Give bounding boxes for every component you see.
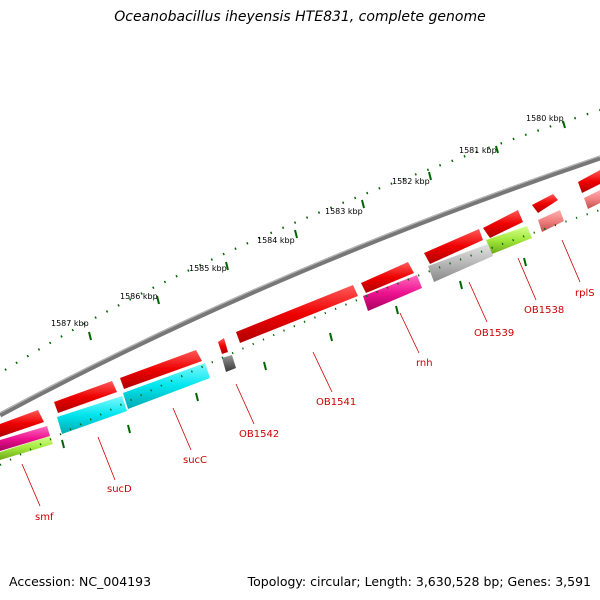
gene-arrow	[483, 210, 523, 238]
cds-block	[584, 190, 600, 209]
gene-arrow	[218, 338, 228, 354]
cds-block	[363, 275, 422, 311]
gene-arrow	[54, 381, 117, 413]
kbp-label: 1586 kbp	[120, 292, 158, 301]
cds-block	[222, 355, 236, 372]
label-leaders	[21, 239, 581, 507]
forward-gene-track	[0, 170, 600, 437]
kbp-label: 1581 kbp	[459, 146, 497, 155]
gene-arrow	[361, 262, 414, 293]
gene-label-OB1538: OB1538	[524, 305, 564, 316]
gene-label-rplS: rplS	[575, 288, 595, 299]
gene-label-smf: smf	[35, 512, 54, 523]
cds-block	[428, 244, 493, 282]
gene-label-OB1541: OB1541	[316, 397, 356, 408]
cds-block	[57, 396, 127, 434]
genome-backbone	[0, 155, 600, 418]
kbp-label: 1580 kbp	[526, 114, 564, 123]
cds-block	[0, 426, 50, 451]
gene-label-sucD: sucD	[107, 484, 132, 495]
gene-label-sucC: sucC	[183, 455, 207, 466]
gene-label-OB1542: OB1542	[239, 429, 279, 440]
cds-block	[538, 210, 564, 232]
kbp-label: 1585 kbp	[189, 264, 227, 273]
gene-arrow	[532, 194, 558, 213]
kbp-label: 1584 kbp	[257, 236, 295, 245]
cds-block	[486, 226, 532, 254]
kbp-label: 1582 kbp	[392, 177, 430, 186]
cds-track	[0, 190, 600, 460]
gene-arrow	[120, 350, 202, 389]
gene-label-OB1539: OB1539	[474, 328, 514, 339]
cds-block	[123, 363, 210, 409]
map-title: Oceanobacillus iheyensis HTE831, complet…	[114, 9, 486, 25]
gene-arrow	[236, 285, 358, 343]
kbp-label: 1583 kbp	[325, 207, 363, 216]
gene-arrow	[0, 410, 44, 437]
topology-text: Topology: circular; Length: 3,630,528 bp…	[247, 574, 591, 589]
kbp-label: 1587 kbp	[51, 319, 89, 328]
gene-arrow	[424, 229, 483, 264]
cds-block	[0, 436, 53, 460]
major-ticks	[61, 120, 566, 449]
gene-arrow	[578, 170, 600, 193]
gene-label-rnh: rnh	[416, 358, 433, 369]
accession-text: Accession: NC_004193	[9, 574, 152, 589]
